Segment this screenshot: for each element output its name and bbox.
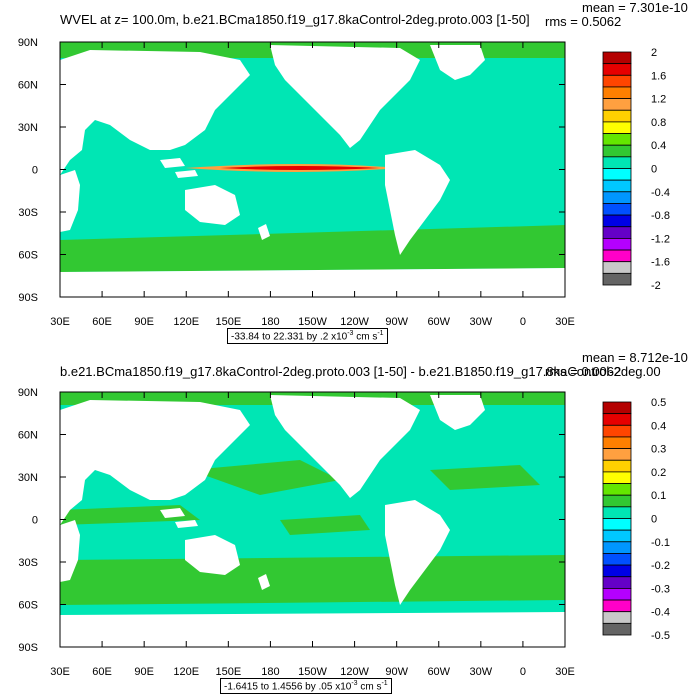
panel2-range-units: cm s bbox=[357, 681, 382, 693]
panel1-new-zealand bbox=[258, 224, 270, 240]
colorbar-label: 2 bbox=[651, 47, 657, 59]
colorbar-label: -1.6 bbox=[651, 257, 670, 269]
x-tick-label: 30E bbox=[50, 316, 70, 328]
panel1-range-text: -33.84 to 22.331 by .2 x10 bbox=[231, 331, 348, 343]
colorbar-label: 1.2 bbox=[651, 94, 666, 106]
y-tick-label: 30N bbox=[18, 122, 38, 134]
panel1-range-exp: -3 bbox=[347, 330, 354, 337]
colorbar-label: -0.4 bbox=[651, 187, 670, 199]
panel1-land bbox=[60, 45, 565, 297]
y-tick-label: 90S bbox=[18, 292, 38, 304]
colorbar-swatch bbox=[602, 63, 632, 76]
x-tick-label: 90E bbox=[134, 316, 154, 328]
x-tick-label: 150E bbox=[215, 316, 241, 328]
panel1-colorbar: 2 1.6 1.2 0.8 0.4 0 -0.4 -0.8 -1.2 -1.6 -2 bbox=[602, 47, 670, 292]
y-tick-label: 30S bbox=[18, 207, 38, 219]
colorbar-swatch bbox=[602, 249, 632, 263]
y-tick-label: 0 bbox=[32, 165, 38, 177]
x-tick-label: 150W bbox=[298, 316, 327, 328]
colorbar-swatch bbox=[602, 168, 632, 181]
panel1-mean: mean = 7.301e-10 bbox=[582, 0, 688, 15]
panel1-equator-core bbox=[220, 166, 380, 170]
colorbar-label: -1.2 bbox=[651, 233, 670, 245]
panel1-axes: 30E 60E 90E 120E 150E 180 150W 120W 90W 60W 30W 0 30… bbox=[18, 37, 575, 328]
panel2-mean: mean = 8.712e-10 bbox=[582, 350, 688, 365]
panel2-title: b.e21.BCma1850.f19_g17.8kaControl-2deg.p… bbox=[60, 364, 661, 379]
panel2-range-box: -1.6415 to 1.4556 by .05 x10-3 cm s-1 bbox=[220, 678, 392, 695]
panel1-title: WVEL at z= 100.0m, b.e21.BCma1850.f19_g1… bbox=[60, 12, 530, 27]
panel2-rms: rms = 0.0062 bbox=[545, 364, 622, 379]
panel1-range-box: -33.84 to 22.331 by .2 x10-3 cm s-1 bbox=[227, 328, 388, 345]
colorbar-swatch bbox=[602, 179, 632, 193]
panel2-range-exp: -3 bbox=[351, 680, 358, 687]
colorbar-swatch bbox=[602, 261, 632, 274]
colorbar-swatch bbox=[602, 133, 632, 146]
x-tick-label: 0 bbox=[520, 316, 526, 328]
colorbar-swatch bbox=[602, 191, 632, 204]
y-tick-label: 90N bbox=[18, 37, 38, 49]
colorbar-swatch bbox=[602, 272, 632, 286]
y-tick-label: 60N bbox=[18, 80, 38, 92]
colorbar-label: -2 bbox=[651, 280, 661, 292]
x-tick-label: 120E bbox=[173, 316, 199, 328]
x-tick-label: 60E bbox=[92, 316, 112, 328]
colorbar-swatch bbox=[602, 237, 632, 251]
x-tick-label: 60W bbox=[427, 316, 450, 328]
colorbar-label: 0 bbox=[651, 164, 657, 176]
panel1-rms: rms = 0.5062 bbox=[545, 14, 622, 29]
colorbar-swatch bbox=[602, 109, 632, 123]
y-tick-label: 60S bbox=[18, 250, 38, 262]
x-tick-label: 180 bbox=[261, 316, 279, 328]
panel1-range-units: cm s bbox=[353, 331, 378, 343]
colorbar-swatch bbox=[602, 214, 632, 228]
x-tick-label: 120W bbox=[340, 316, 369, 328]
colorbar-swatch bbox=[602, 144, 632, 158]
colorbar-label: -0.8 bbox=[651, 210, 670, 222]
colorbar-label: 0.4 bbox=[651, 140, 666, 152]
x-tick-label: 30E bbox=[555, 316, 575, 328]
colorbar-swatch bbox=[602, 203, 632, 216]
x-tick-label: 30W bbox=[470, 316, 493, 328]
colorbar-swatch bbox=[602, 74, 632, 88]
colorbar-label: 0.8 bbox=[651, 117, 666, 129]
panel2-range-units-exp: -1 bbox=[381, 680, 388, 687]
colorbar-swatch bbox=[602, 51, 632, 65]
x-tick-label: 90W bbox=[385, 316, 408, 328]
colorbar-swatch bbox=[602, 156, 632, 169]
colorbar-label: 1.6 bbox=[651, 70, 666, 82]
panel1-southern-band bbox=[60, 225, 565, 272]
colorbar-swatch bbox=[602, 121, 632, 134]
panel1-range-units-exp: -1 bbox=[377, 330, 384, 337]
colorbar-swatch bbox=[602, 226, 632, 239]
colorbar-swatch bbox=[602, 98, 632, 111]
colorbar-swatch bbox=[602, 86, 632, 99]
panel2-range-text: -1.6415 to 1.4556 by .05 x10 bbox=[224, 681, 352, 693]
